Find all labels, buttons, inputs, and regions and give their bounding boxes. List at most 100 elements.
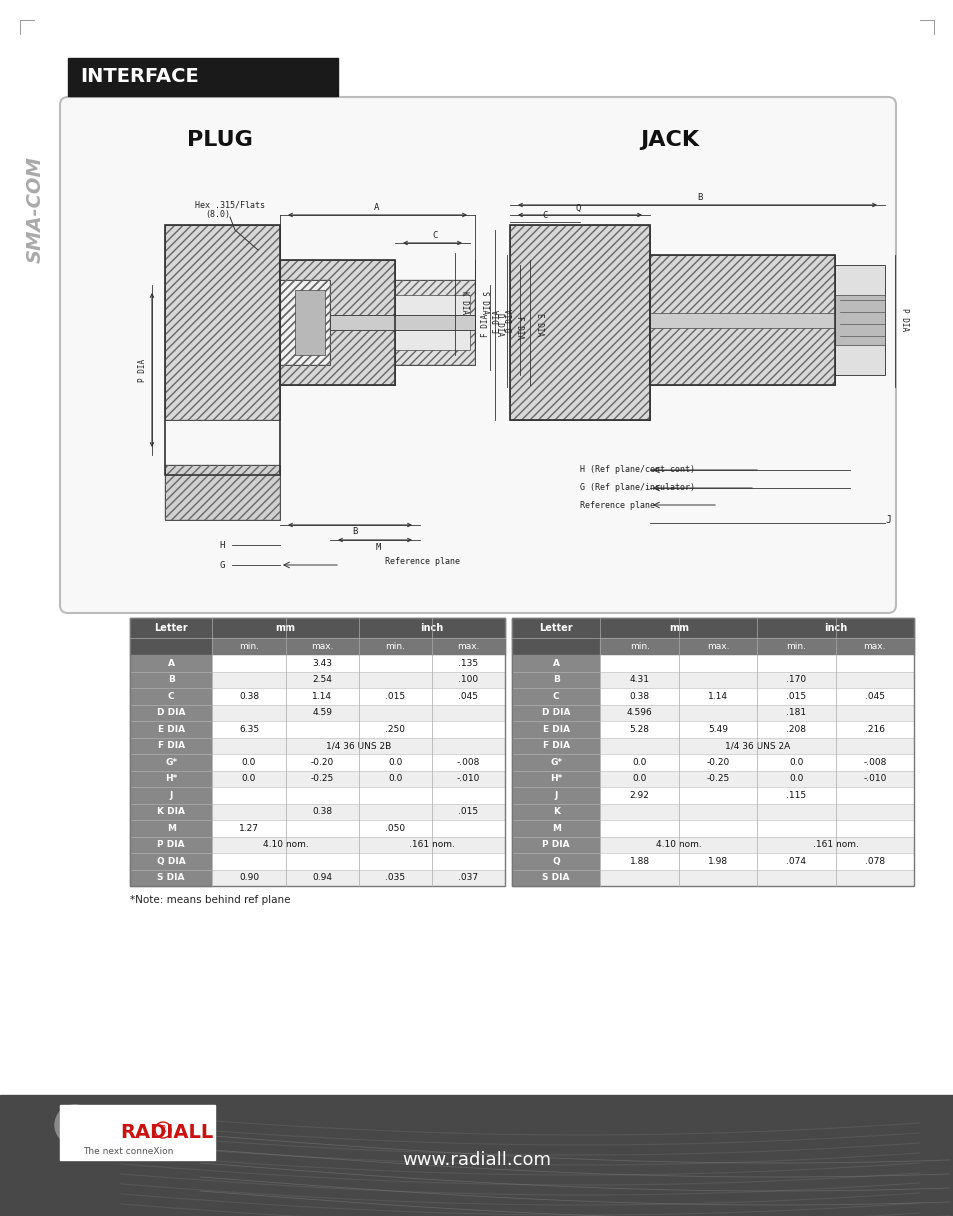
Bar xyxy=(599,869,679,886)
Text: Letter: Letter xyxy=(538,623,573,634)
Bar xyxy=(835,804,913,820)
Bar xyxy=(432,787,504,804)
Bar xyxy=(835,638,913,655)
Text: .015: .015 xyxy=(785,692,805,700)
Bar xyxy=(213,754,285,771)
Bar xyxy=(599,852,679,869)
Bar xyxy=(757,804,835,820)
Bar xyxy=(358,721,432,737)
Text: .135: .135 xyxy=(457,659,478,668)
Bar xyxy=(432,655,504,671)
Bar xyxy=(395,280,475,365)
Bar xyxy=(649,255,834,385)
Text: 1.14: 1.14 xyxy=(707,692,727,700)
Bar xyxy=(679,852,757,869)
Text: C: C xyxy=(553,692,559,700)
Bar xyxy=(213,820,285,837)
Text: max.: max. xyxy=(706,642,728,651)
Bar xyxy=(679,804,757,820)
Bar xyxy=(358,869,432,886)
Text: 5.28: 5.28 xyxy=(629,725,649,733)
Bar xyxy=(757,754,835,771)
Text: .181: .181 xyxy=(785,708,805,717)
Text: 1/4 36 UNS 2B: 1/4 36 UNS 2B xyxy=(326,742,391,750)
Text: .074: .074 xyxy=(785,857,805,866)
Bar xyxy=(679,638,757,655)
Bar xyxy=(285,704,358,721)
Text: .037: .037 xyxy=(457,873,478,883)
Bar xyxy=(294,289,325,355)
Text: K: K xyxy=(552,807,559,816)
Text: C: C xyxy=(432,231,437,241)
Bar xyxy=(599,618,757,638)
Bar xyxy=(130,754,213,771)
Bar xyxy=(130,852,213,869)
Bar xyxy=(512,787,599,804)
Bar xyxy=(285,638,358,655)
Bar xyxy=(432,820,504,837)
Text: 1.98: 1.98 xyxy=(707,857,727,866)
Bar xyxy=(757,837,913,852)
Bar xyxy=(835,688,913,704)
Bar xyxy=(358,688,432,704)
Bar xyxy=(432,852,504,869)
Text: .216: .216 xyxy=(864,725,883,733)
Text: -0.20: -0.20 xyxy=(311,758,334,767)
Bar xyxy=(165,465,280,520)
Bar xyxy=(512,638,599,655)
Bar xyxy=(835,704,913,721)
Text: .208: .208 xyxy=(785,725,805,733)
Bar xyxy=(510,225,649,420)
Text: Reference plane: Reference plane xyxy=(579,501,655,510)
Bar xyxy=(510,225,649,420)
Bar xyxy=(679,721,757,737)
Text: 2.92: 2.92 xyxy=(629,790,649,800)
Bar xyxy=(599,771,679,787)
Bar xyxy=(395,295,470,350)
Bar xyxy=(165,465,280,520)
Text: Reference plane: Reference plane xyxy=(385,557,459,567)
Bar xyxy=(358,671,432,688)
Bar xyxy=(835,852,913,869)
Text: 5.49: 5.49 xyxy=(707,725,727,733)
Text: Q: Q xyxy=(552,857,559,866)
Bar xyxy=(0,1094,953,1216)
Text: H*: H* xyxy=(165,775,177,783)
Text: INTERFACE: INTERFACE xyxy=(80,68,198,86)
Bar xyxy=(835,671,913,688)
Bar xyxy=(285,721,358,737)
Bar xyxy=(599,820,679,837)
Bar xyxy=(599,754,679,771)
Text: 0.38: 0.38 xyxy=(312,807,332,816)
Bar xyxy=(213,688,285,704)
Bar xyxy=(213,721,285,737)
Bar xyxy=(358,820,432,837)
Text: 1.88: 1.88 xyxy=(629,857,649,866)
Bar xyxy=(757,655,835,671)
Bar xyxy=(512,754,599,771)
Bar xyxy=(757,869,835,886)
Text: D DIA: D DIA xyxy=(495,314,504,337)
Bar xyxy=(757,771,835,787)
Text: 0.38: 0.38 xyxy=(239,692,259,700)
Text: 1.27: 1.27 xyxy=(239,823,259,833)
Text: M: M xyxy=(375,542,380,552)
Bar xyxy=(599,837,757,852)
Bar xyxy=(213,837,358,852)
Bar xyxy=(285,804,358,820)
Bar xyxy=(60,1105,214,1160)
Text: 0.0: 0.0 xyxy=(632,775,646,783)
Bar xyxy=(512,737,599,754)
Bar xyxy=(280,280,330,365)
Bar xyxy=(649,313,840,328)
Text: .045: .045 xyxy=(864,692,883,700)
Text: 0.38: 0.38 xyxy=(629,692,649,700)
Bar xyxy=(599,638,679,655)
Text: min.: min. xyxy=(785,642,805,651)
Text: .161 nom.: .161 nom. xyxy=(409,840,455,849)
Text: The next conneXion: The next conneXion xyxy=(83,1147,173,1155)
Text: inch: inch xyxy=(420,623,443,634)
Text: mm: mm xyxy=(668,623,688,634)
Bar xyxy=(358,771,432,787)
Bar xyxy=(432,721,504,737)
